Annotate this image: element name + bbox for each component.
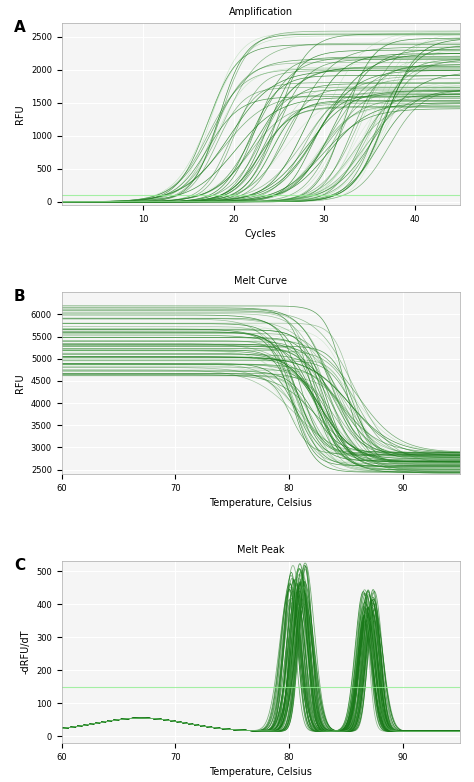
Title: Melt Curve: Melt Curve [234,276,287,286]
Text: C: C [14,558,25,572]
X-axis label: Temperature, Celsius: Temperature, Celsius [209,767,312,777]
Y-axis label: -dRFU/dT: -dRFU/dT [20,630,30,674]
Text: A: A [14,20,26,35]
X-axis label: Cycles: Cycles [245,229,276,239]
Y-axis label: RFU: RFU [15,105,25,124]
Title: Melt Peak: Melt Peak [237,545,284,555]
X-axis label: Temperature, Celsius: Temperature, Celsius [209,498,312,508]
Title: Amplification: Amplification [228,7,293,17]
Y-axis label: RFU: RFU [15,373,25,393]
Text: B: B [14,289,26,303]
